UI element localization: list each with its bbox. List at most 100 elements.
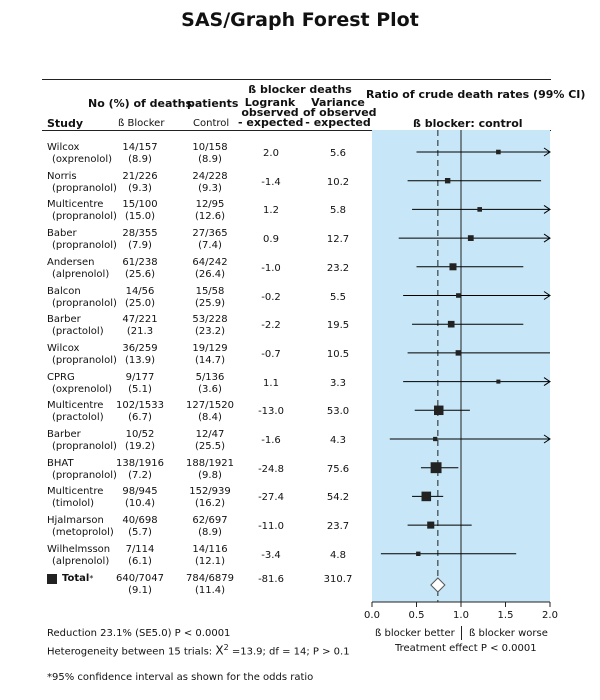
header-logrank-2: observed	[241, 106, 299, 119]
blocker-pct: (25.0)	[124, 297, 156, 309]
logrank-value: -1.6	[261, 435, 281, 446]
control-deaths: 127/1520	[186, 400, 234, 412]
control-deaths: 53/228	[192, 314, 228, 326]
control-deaths: 24/228	[192, 170, 228, 182]
logrank-value: -0.2	[261, 291, 281, 303]
blocker-pct: (19.2)	[124, 441, 156, 452]
blocker-deaths: 14/56	[125, 285, 155, 297]
blocker-deaths: 9/177	[125, 371, 155, 383]
logrank-value: -24.8	[258, 463, 284, 475]
logrank-value: 0.9	[263, 234, 279, 246]
study-name: Hjalmarson	[47, 515, 104, 527]
control-pct: (8.9)	[198, 154, 222, 165]
logrank-value: -2.2	[261, 320, 281, 332]
study-name: BHAT	[47, 457, 74, 469]
footnote: *95% confidence interval as shown for th…	[47, 672, 314, 683]
blocker-deaths: 40/698	[122, 515, 158, 527]
total-blocker-deaths: 640/7047	[116, 573, 164, 584]
study-marker	[416, 551, 421, 556]
study-name: Wilcox	[47, 342, 80, 354]
control-deaths: 188/1921	[186, 457, 234, 469]
blocker-pct: (9.3)	[128, 182, 152, 194]
study-drug: (timolol)	[52, 498, 95, 510]
study-name: Baber	[47, 228, 77, 240]
logrank-value: 2.0	[263, 148, 279, 159]
study-name: CPRG	[47, 371, 75, 383]
blocker-deaths: 14/157	[122, 142, 158, 153]
total-marker-icon	[47, 574, 57, 584]
header-ratio-title: Ratio of crude death rates (99% CI)	[366, 88, 586, 101]
ci-arrow-icon	[543, 291, 551, 300]
variance-value: 3.3	[330, 377, 346, 389]
heterogeneity-pre: Heterogeneity between 15 trials:	[47, 646, 216, 658]
logrank-value: -1.4	[261, 176, 281, 188]
blocker-deaths: 47/221	[122, 314, 158, 326]
study-drug: (alprenolol)	[52, 268, 110, 280]
blocker-pct: (7.9)	[128, 240, 152, 252]
total-variance: 310.7	[323, 574, 353, 585]
study-drug: (oxprenolol)	[52, 154, 113, 165]
x-tick-label: 2.0	[542, 610, 558, 621]
study-marker	[477, 207, 482, 212]
study-marker	[434, 405, 444, 416]
ci-arrow-icon	[543, 233, 551, 243]
study-name: Multicentre	[47, 400, 104, 412]
header-bottom-rule	[42, 130, 551, 131]
x-tick-label: 1.5	[498, 610, 514, 621]
blocker-deaths: 138/1916	[116, 457, 164, 469]
study-marker	[421, 491, 432, 502]
control-pct: (26.4)	[194, 268, 226, 280]
study-marker	[496, 379, 501, 384]
study-name: Wilcox	[47, 142, 80, 153]
study-drug: (propranolol)	[52, 441, 117, 452]
variance-value: 75.6	[326, 463, 350, 475]
blocker-pct: (21.3	[126, 326, 154, 338]
study-drug: (propranolol)	[52, 211, 117, 223]
study-name: Barber	[47, 314, 81, 326]
study-drug: (practolol)	[52, 412, 104, 424]
study-name: Wilhelmsson	[47, 543, 111, 555]
header-logrank-3: - expected	[238, 116, 304, 129]
control-deaths: 62/697	[192, 515, 228, 527]
study-drug: (metoprolol)	[52, 527, 114, 539]
control-deaths: 64/242	[192, 256, 228, 268]
logrank-value: -13.0	[258, 406, 284, 418]
blocker-deaths: 98/945	[122, 486, 158, 498]
variance-value: 5.8	[330, 205, 346, 217]
blocker-pct: (5.7)	[128, 527, 152, 539]
blocker-deaths: 36/259	[122, 342, 158, 354]
variance-value: 4.3	[330, 435, 346, 446]
study-marker	[447, 320, 455, 328]
control-deaths: 5/136	[195, 371, 225, 383]
heterogeneity-post: =13.9; df = 14; P > 0.1	[228, 646, 350, 658]
blocker-pct: (5.1)	[128, 383, 152, 395]
header-study: Study	[47, 117, 84, 130]
study-name: Norris	[47, 170, 77, 182]
variance-value: 4.8	[330, 549, 346, 561]
legend-separator	[461, 626, 462, 640]
study-marker	[444, 178, 451, 184]
study-name: Multicentre	[47, 486, 104, 498]
blocker-deaths: 61/238	[122, 256, 158, 268]
logrank-value: 1.2	[263, 205, 279, 217]
x-tick-label: 0.0	[364, 610, 380, 621]
blocker-deaths: 102/1533	[116, 400, 164, 412]
study-marker	[456, 293, 461, 298]
study-drug: (practolol)	[52, 326, 104, 338]
logrank-value: -3.4	[261, 549, 281, 561]
logrank-value: -0.7	[261, 348, 281, 360]
variance-value: 5.6	[330, 148, 346, 159]
total-diamond	[430, 577, 446, 593]
study-name: Andersen	[47, 256, 95, 268]
header-axis-title: ß blocker: control	[413, 117, 523, 130]
header-deaths-group: No (%) of deaths	[88, 97, 193, 110]
header-control: Control	[193, 118, 230, 129]
study-drug: (propranolol)	[52, 182, 117, 194]
header-top-rule	[42, 79, 551, 80]
variance-value: 10.5	[326, 348, 350, 360]
study-marker	[449, 263, 457, 271]
reduction-text: Reduction 23.1% (SE5.0) P < 0.0001	[47, 628, 231, 639]
blocker-pct: (25.6)	[124, 268, 156, 280]
header-variance-1: Variance	[311, 96, 365, 109]
